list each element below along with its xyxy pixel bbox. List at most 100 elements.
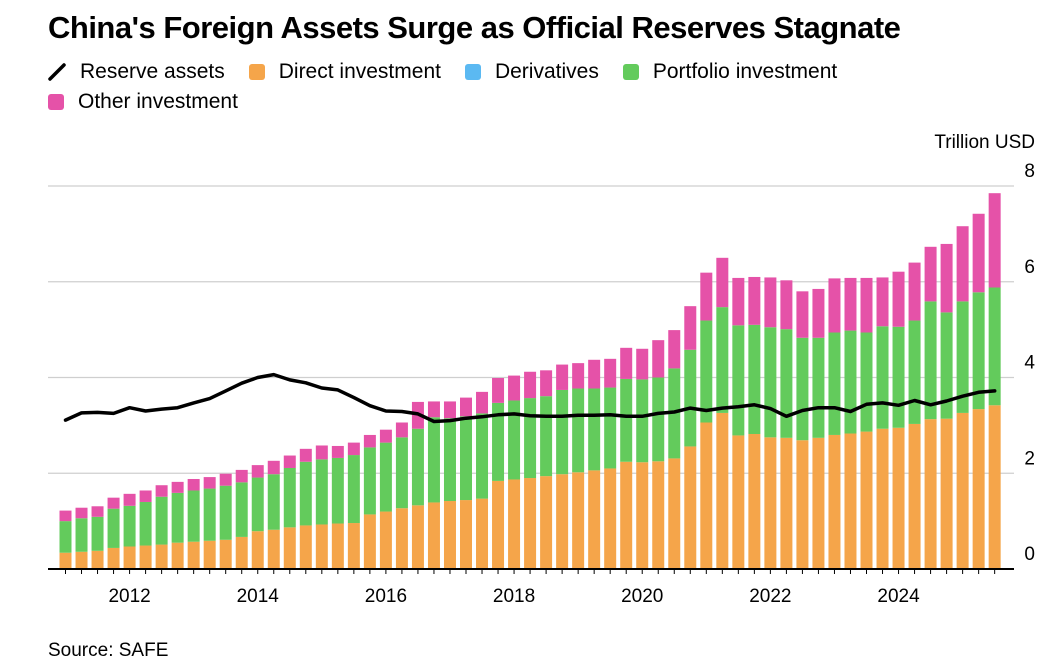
legend-item-derivatives: Derivatives <box>464 60 599 84</box>
bar-other-investment <box>940 243 953 313</box>
bar-portfolio-investment <box>299 461 312 526</box>
bar-portfolio-investment <box>123 505 136 547</box>
bar-portfolio-investment <box>828 332 841 435</box>
bar-other-investment <box>203 477 216 489</box>
bar-portfolio-investment <box>476 413 489 499</box>
bar-other-investment <box>427 401 440 418</box>
y-tick-label: 4 <box>1024 353 1035 374</box>
bar-other-investment <box>988 193 1001 288</box>
bar-direct-investment <box>828 434 841 569</box>
bar-portfolio-investment <box>572 388 585 473</box>
bar-other-investment <box>524 371 537 399</box>
bar-direct-investment <box>123 546 136 569</box>
bar-portfolio-investment <box>315 459 328 525</box>
bar-portfolio-investment <box>940 312 953 419</box>
legend-label: Derivatives <box>494 60 599 83</box>
bar-direct-investment <box>796 440 809 569</box>
bar-portfolio-investment <box>171 492 184 543</box>
bar-other-investment <box>363 434 376 448</box>
bar-direct-investment <box>476 498 489 569</box>
bar-direct-investment <box>732 435 745 569</box>
legend-item-direct-investment: Direct investment <box>248 60 441 84</box>
bar-other-investment <box>235 469 248 483</box>
bar-direct-investment <box>556 474 569 569</box>
bar-portfolio-investment <box>796 337 809 441</box>
bar-direct-investment <box>716 412 729 569</box>
bar-other-investment <box>219 473 232 486</box>
legend-item-reserve-assets: Reserve assets <box>48 60 225 84</box>
bar-portfolio-investment <box>844 330 857 434</box>
bar-direct-investment <box>59 552 72 569</box>
bar-direct-investment <box>508 479 521 569</box>
bar-other-investment <box>460 397 472 417</box>
bar-direct-investment <box>363 514 376 569</box>
bar-direct-investment <box>588 470 601 569</box>
source-note: Source: SAFE <box>48 640 169 661</box>
bar-other-investment <box>764 277 777 328</box>
bar-other-investment <box>588 359 601 389</box>
bar-other-investment <box>684 306 697 350</box>
bar-direct-investment <box>844 433 857 569</box>
bar-portfolio-investment <box>395 437 408 509</box>
bar-portfolio-investment <box>924 301 937 420</box>
y-tick-label: 6 <box>1024 257 1035 278</box>
bar-portfolio-investment <box>556 389 569 475</box>
bar-direct-investment <box>251 531 264 569</box>
bar-direct-investment <box>940 418 953 569</box>
bar-other-investment <box>443 401 456 419</box>
bar-portfolio-investment <box>908 320 921 424</box>
bar-portfolio-investment <box>283 467 296 528</box>
bar-other-investment <box>844 277 857 331</box>
legend-label: Reserve assets <box>80 60 225 83</box>
bar-portfolio-investment <box>524 398 537 479</box>
bar-portfolio-investment <box>956 301 969 413</box>
bar-direct-investment <box>620 461 633 569</box>
line-swatch-icon <box>48 63 66 81</box>
bar-direct-investment <box>668 458 681 569</box>
bar-direct-investment <box>540 476 553 569</box>
bar-portfolio-investment <box>540 396 553 477</box>
bar-direct-investment <box>187 541 200 569</box>
bar-portfolio-investment <box>588 388 601 471</box>
bar-other-investment <box>508 375 521 401</box>
bar-other-investment <box>700 272 713 321</box>
x-tick-label: 2024 <box>877 586 920 607</box>
bar-direct-investment <box>379 511 392 569</box>
legend-item-portfolio-investment: Portfolio investment <box>622 60 837 84</box>
line-reserve-assets <box>63 372 997 424</box>
bar-portfolio-investment <box>748 324 761 434</box>
bar-direct-investment <box>299 525 312 569</box>
y-tick-label: 2 <box>1024 448 1035 469</box>
bar-portfolio-investment <box>379 442 392 512</box>
bar-portfolio-investment <box>860 332 873 432</box>
bar-other-investment <box>107 497 120 509</box>
bar-direct-investment <box>443 501 456 569</box>
x-tick-label: 2022 <box>749 586 791 607</box>
bar-direct-investment <box>892 427 905 569</box>
bar-direct-investment <box>860 431 873 569</box>
bar-portfolio-investment <box>251 477 264 532</box>
bar-direct-investment <box>972 409 985 569</box>
legend: Reserve assets Direct investment Derivat… <box>48 60 1008 114</box>
bar-other-investment <box>620 347 633 379</box>
bar-portfolio-investment <box>876 326 889 429</box>
bar-other-investment <box>395 422 408 438</box>
x-tick-label: 2012 <box>108 586 150 607</box>
bar-direct-investment <box>684 446 697 569</box>
bar-direct-investment <box>988 405 1001 569</box>
bar-other-investment <box>908 262 921 321</box>
bar-portfolio-investment <box>716 307 729 413</box>
bar-portfolio-investment <box>59 521 72 553</box>
bar-portfolio-investment <box>139 501 152 546</box>
bar-portfolio-investment <box>235 482 248 537</box>
bar-direct-investment <box>780 437 793 569</box>
bar-portfolio-investment <box>203 488 216 541</box>
bar-portfolio-investment <box>892 326 905 428</box>
bar-direct-investment <box>331 523 344 569</box>
bar-portfolio-investment <box>780 329 793 438</box>
bar-other-investment <box>924 246 937 302</box>
bar-direct-investment <box>155 544 168 569</box>
bar-direct-investment <box>267 529 280 569</box>
bar-direct-investment <box>283 527 296 569</box>
